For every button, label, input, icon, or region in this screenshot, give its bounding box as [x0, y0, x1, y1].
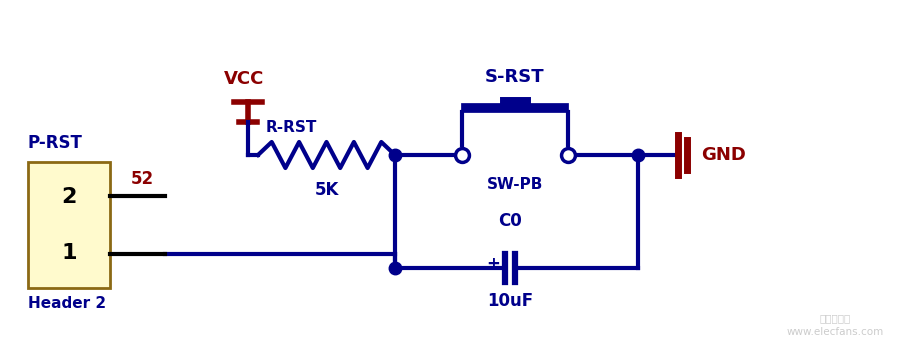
- Text: 1: 1: [62, 243, 76, 263]
- Text: 52: 52: [130, 170, 153, 188]
- Text: P-RST: P-RST: [28, 134, 83, 152]
- Text: S-RST: S-RST: [484, 68, 544, 86]
- Text: 10uF: 10uF: [486, 292, 532, 310]
- Text: R-RST: R-RST: [266, 120, 317, 135]
- Text: +: +: [485, 255, 499, 273]
- Text: 2: 2: [62, 187, 76, 207]
- Text: SW-PB: SW-PB: [486, 177, 542, 192]
- Bar: [28, 162, 110, 288]
- Text: 5K: 5K: [314, 181, 338, 199]
- Text: 电子发烧友
www.elecfans.com: 电子发烧友 www.elecfans.com: [786, 313, 882, 337]
- Text: VCC: VCC: [223, 70, 264, 88]
- Text: C0: C0: [497, 212, 521, 230]
- Text: GND: GND: [700, 146, 745, 164]
- Text: Header 2: Header 2: [28, 296, 106, 311]
